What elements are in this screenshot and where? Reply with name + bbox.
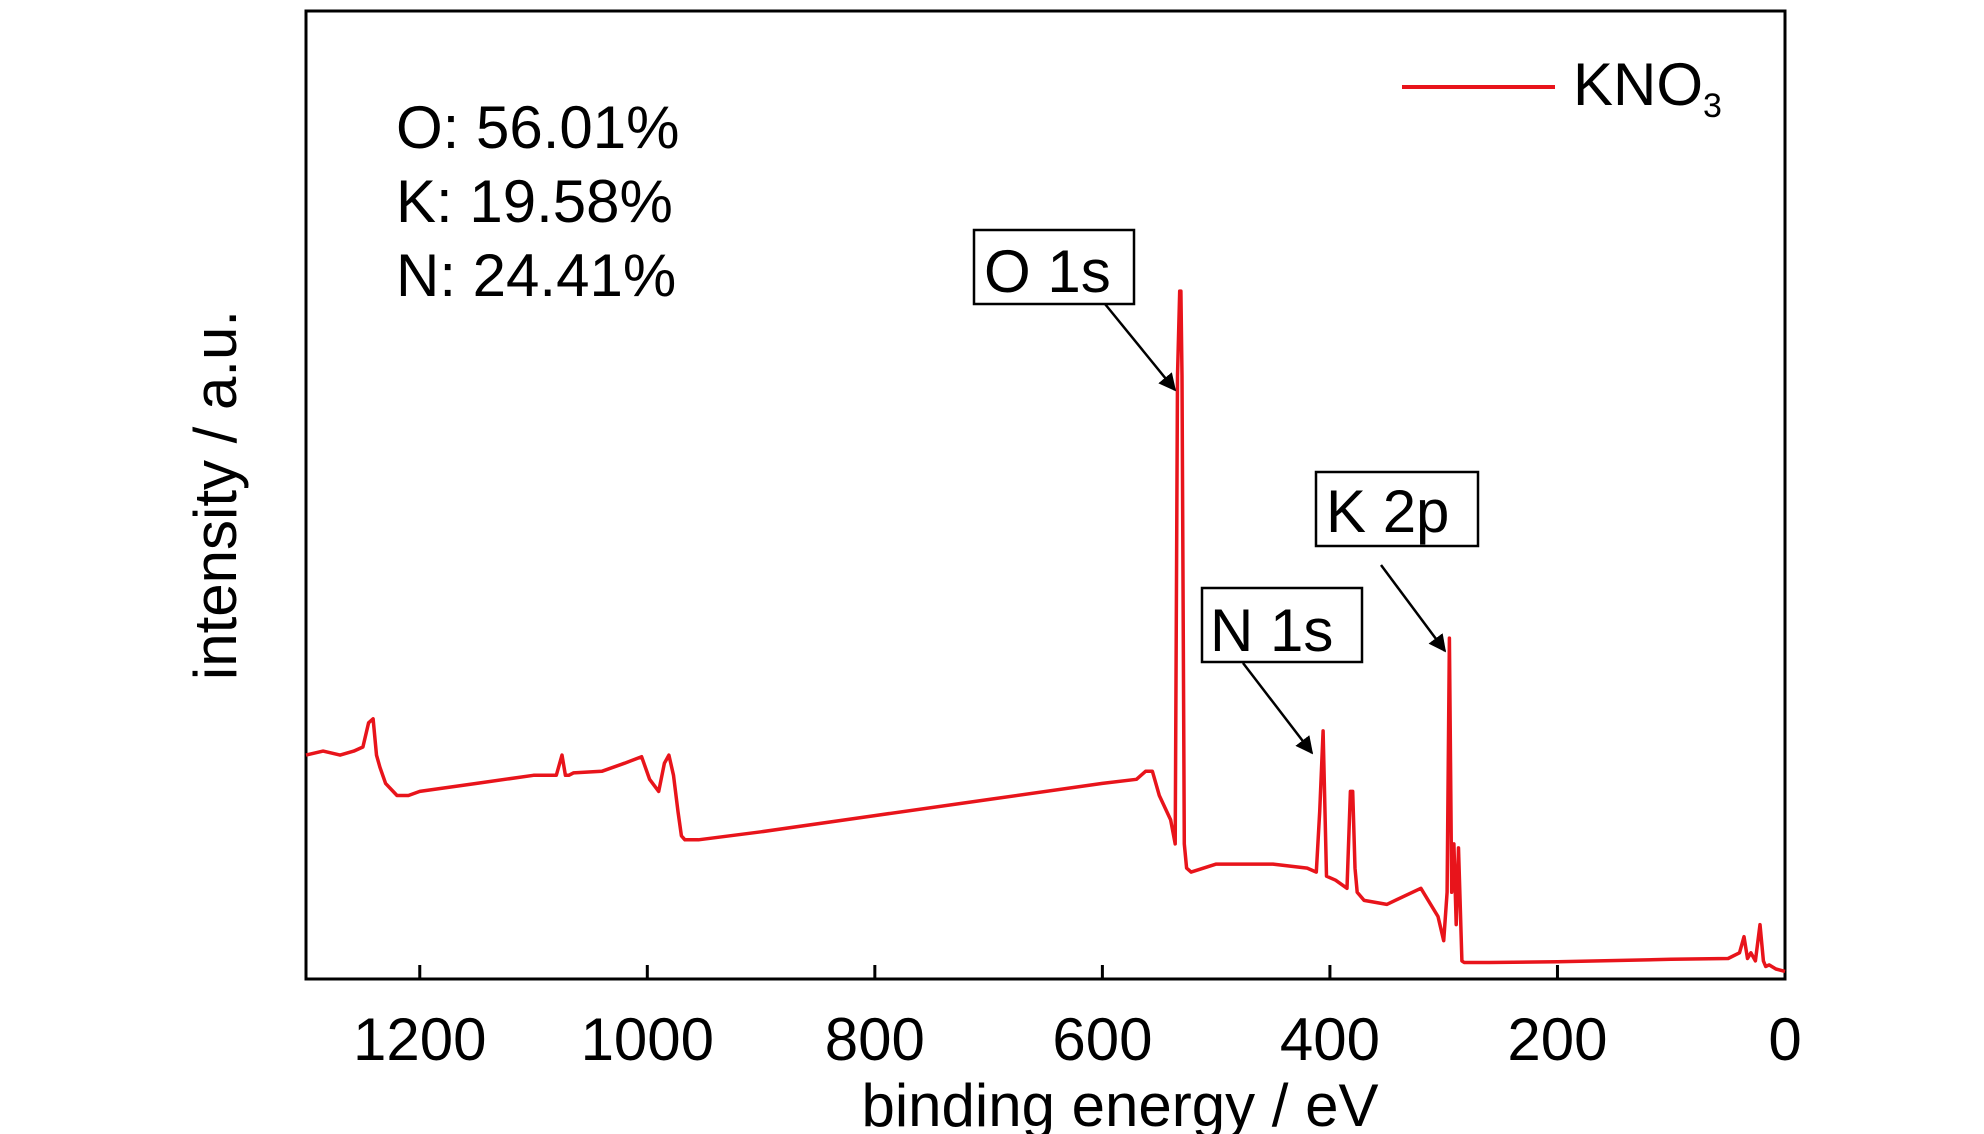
x-tick-label: 0 <box>1768 1006 1801 1073</box>
composition-line-o: O: 56.01% <box>396 94 680 161</box>
x-axis-label: binding energy / eV <box>861 1072 1378 1134</box>
x-tick-label: 800 <box>825 1006 925 1073</box>
x-tick-label: 200 <box>1507 1006 1607 1073</box>
composition-line-k: K: 19.58% <box>396 168 673 235</box>
annotation-o1s: O 1s <box>972 228 1177 392</box>
annotation-k2p: K 2p <box>1314 470 1480 653</box>
annotation-box <box>1314 470 1480 548</box>
y-axis-label: intensity / a.u. <box>182 310 249 680</box>
annotation-box <box>972 228 1136 306</box>
x-tick-label: 1200 <box>353 1006 486 1073</box>
plot-frame <box>304 9 1787 981</box>
annotation-n1s: N 1s <box>1200 586 1364 755</box>
annotation-arrow <box>1379 564 1447 653</box>
annotation-arrow <box>1242 662 1314 755</box>
annotation-label: K 2p <box>1326 478 1449 545</box>
annotation-label: N 1s <box>1210 597 1333 664</box>
annotation-box <box>1200 586 1364 664</box>
annotation-label: O 1s <box>984 238 1111 305</box>
x-tick-label: 600 <box>1052 1006 1152 1073</box>
x-axis-ticks: 1200 1000 800 600 400 200 0 <box>353 965 1802 1073</box>
legend: KNO3 <box>1402 51 1722 125</box>
x-tick-label: 400 <box>1280 1006 1380 1073</box>
legend-label: KNO3 <box>1573 51 1722 125</box>
series-line-kno3 <box>305 289 1786 974</box>
annotation-arrow <box>1104 303 1177 392</box>
composition-text: O: 56.01% K: 19.58% N: 24.41% <box>396 94 680 309</box>
x-tick-label: 1000 <box>581 1006 714 1073</box>
composition-line-n: N: 24.41% <box>396 242 676 309</box>
